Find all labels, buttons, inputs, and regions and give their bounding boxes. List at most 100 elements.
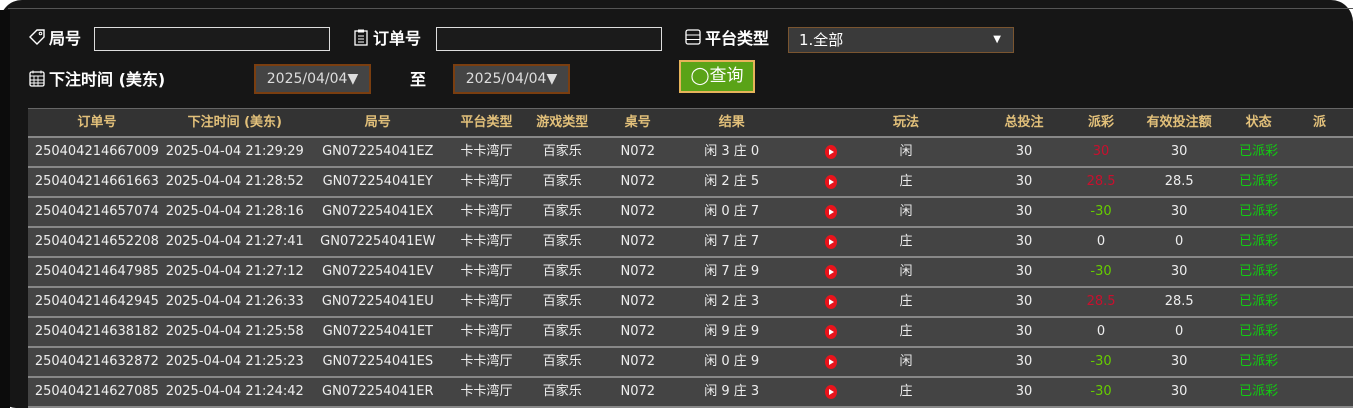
play-icon[interactable] — [825, 354, 838, 369]
table-row[interactable]: 250404214652208 2025-04-04 21:27:41 GN0722… — [28, 227, 1353, 258]
cell-result: 闲 0 庄 7 — [672, 197, 792, 228]
table-row[interactable]: 250404214632872 2025-04-04 21:25:23 GN0722… — [28, 347, 1353, 378]
date-from-picker[interactable]: 2025/04/04▼ — [254, 64, 371, 94]
cell-overflow — [1285, 347, 1353, 378]
cell-valid: 28.5 — [1126, 167, 1232, 198]
cell-bet: 庄 — [871, 317, 941, 348]
bet-table-container: 订单号 下注时间 (美东) 局号 平台类型 游戏类型 桌号 结果 玩法 总投注 派彩 有效投注额 状态… — [28, 108, 1353, 408]
column-header-game[interactable]: 游戏类型 — [521, 108, 604, 138]
cell-table: N072 — [603, 167, 673, 198]
cell-status: 已派彩 — [1231, 377, 1286, 408]
order-input[interactable] — [436, 27, 662, 51]
cell-game: 百家乐 — [521, 167, 604, 198]
cell-table: N072 — [603, 347, 673, 378]
column-header-valid[interactable]: 有效投注额 — [1126, 108, 1232, 138]
cell-platform: 卡卡湾厅 — [451, 377, 522, 408]
cell-overflow — [1285, 377, 1353, 408]
play-icon[interactable] — [825, 174, 838, 189]
platform-label-text: 平台类型 — [705, 29, 770, 48]
cell-result: 闲 7 庄 9 — [672, 257, 792, 288]
cell-result: 闲 9 庄 9 — [672, 317, 792, 348]
cell-payout: -30 — [1075, 347, 1127, 378]
cell-valid: 30 — [1126, 137, 1232, 168]
cell-round: GN072254041EW — [303, 227, 452, 258]
cell-time: 2025-04-04 21:27:41 — [165, 227, 304, 258]
column-header-table[interactable]: 桌号 — [603, 108, 673, 138]
cell-bet: 庄 — [871, 377, 941, 408]
top-divider — [8, 8, 1353, 9]
column-header-payout[interactable]: 派彩 — [1075, 108, 1127, 138]
cell-game: 百家乐 — [521, 257, 604, 288]
cell-round: GN072254041EX — [303, 197, 452, 228]
cell-round: GN072254041EV — [303, 257, 452, 288]
table-row[interactable]: 250404214667009 2025-04-04 21:29:29 GN0722… — [28, 137, 1353, 168]
cell-result: 闲 2 庄 3 — [672, 287, 792, 318]
platform-selected-value: 1.全部 — [799, 31, 844, 49]
cell-game: 百家乐 — [521, 227, 604, 258]
play-icon[interactable] — [825, 324, 838, 339]
cell-total: 30 — [940, 287, 1076, 318]
cell-total: 30 — [940, 347, 1076, 378]
cell-order: 250404214642945 — [28, 287, 166, 318]
cell-order: 250404214652208 — [28, 227, 166, 258]
cell-order: 250404214657074 — [28, 197, 166, 228]
table-row[interactable]: 250404214647985 2025-04-04 21:27:12 GN0722… — [28, 257, 1353, 288]
cell-time: 2025-04-04 21:27:12 — [165, 257, 304, 288]
platform-select[interactable]: 1.全部 ▼ — [788, 27, 1014, 53]
cell-order: 250404214638182 — [28, 317, 166, 348]
cell-valid: 0 — [1126, 317, 1232, 348]
column-header-replay[interactable] — [791, 108, 872, 138]
cell-status: 已派彩 — [1231, 317, 1286, 348]
play-icon[interactable] — [825, 264, 838, 279]
column-header-order[interactable]: 订单号 — [28, 108, 166, 138]
table-row[interactable]: 250404214638182 2025-04-04 21:25:58 GN0722… — [28, 317, 1353, 348]
column-header-time[interactable]: 下注时间 (美东) — [165, 108, 304, 138]
play-icon[interactable] — [825, 144, 838, 159]
cell-payout: 0 — [1075, 317, 1127, 348]
cell-status: 已派彩 — [1231, 227, 1286, 258]
cell-total: 30 — [940, 377, 1076, 408]
table-row[interactable]: 250404214642945 2025-04-04 21:26:33 GN0722… — [28, 287, 1353, 318]
cell-total: 30 — [940, 137, 1076, 168]
query-button[interactable]: ◯查询 — [679, 60, 755, 93]
cell-order: 250404214647985 — [28, 257, 166, 288]
round-input[interactable] — [94, 27, 330, 51]
cell-total: 30 — [940, 227, 1076, 258]
table-header: 订单号 下注时间 (美东) 局号 平台类型 游戏类型 桌号 结果 玩法 总投注 派彩 有效投注额 状态… — [28, 108, 1353, 138]
cell-platform: 卡卡湾厅 — [451, 257, 522, 288]
cell-time: 2025-04-04 21:26:33 — [165, 287, 304, 318]
column-header-round[interactable]: 局号 — [303, 108, 452, 138]
column-header-payout-2[interactable]: 派 — [1285, 108, 1353, 138]
cell-order: 250404214627085 — [28, 377, 166, 408]
cell-time: 2025-04-04 21:25:23 — [165, 347, 304, 378]
play-icon[interactable] — [825, 294, 838, 309]
cell-table: N072 — [603, 137, 673, 168]
column-header-total[interactable]: 总投注 — [940, 108, 1076, 138]
cell-overflow — [1285, 317, 1353, 348]
cell-result: 闲 7 庄 7 — [672, 227, 792, 258]
cell-time: 2025-04-04 21:28:16 — [165, 197, 304, 228]
column-header-platform[interactable]: 平台类型 — [451, 108, 522, 138]
play-icon[interactable] — [825, 204, 838, 219]
cell-bet: 闲 — [871, 197, 941, 228]
play-icon[interactable] — [825, 234, 838, 249]
column-header-status[interactable]: 状态 — [1231, 108, 1286, 138]
table-row[interactable]: 250404214657074 2025-04-04 21:28:16 GN0722… — [28, 197, 1353, 228]
time-label-text: 下注时间 (美东) — [49, 70, 166, 89]
table-row[interactable]: 250404214627085 2025-04-04 21:24:42 GN0722… — [28, 377, 1353, 408]
table-row[interactable]: 250404214661663 2025-04-04 21:28:52 GN0722… — [28, 167, 1353, 198]
to-label: 至 — [410, 70, 427, 89]
cell-status: 已派彩 — [1231, 167, 1286, 198]
column-header-bet[interactable]: 玩法 — [871, 108, 941, 138]
cell-result: 闲 2 庄 5 — [672, 167, 792, 198]
cell-order: 250404214632872 — [28, 347, 166, 378]
cell-payout: -30 — [1075, 257, 1127, 288]
cell-total: 30 — [940, 257, 1076, 288]
cell-platform: 卡卡湾厅 — [451, 287, 522, 318]
cell-table: N072 — [603, 317, 673, 348]
column-header-result[interactable]: 结果 — [672, 108, 792, 138]
date-to-picker[interactable]: 2025/04/04▼ — [453, 64, 570, 94]
cell-platform: 卡卡湾厅 — [451, 137, 522, 168]
play-icon[interactable] — [825, 384, 838, 399]
